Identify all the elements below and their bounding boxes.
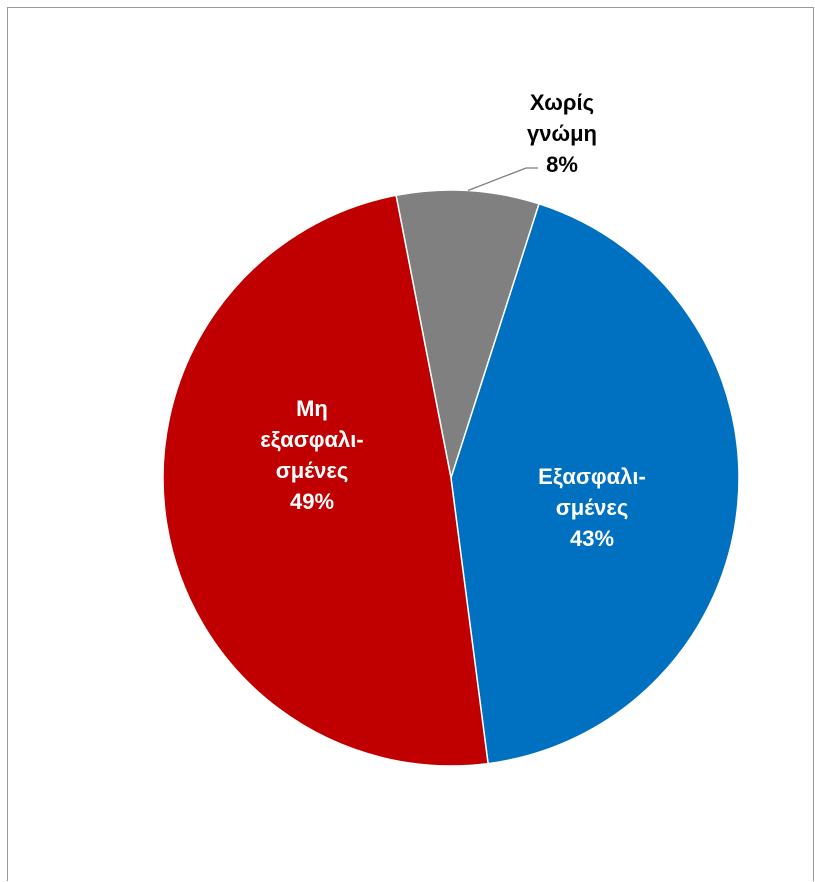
slice-category-label: σμένες bbox=[556, 495, 629, 520]
slice-category-label: Εξασφαλι- bbox=[538, 464, 646, 489]
slice-category-label: Μη bbox=[296, 396, 328, 421]
slice-category-label: σμένες bbox=[276, 458, 349, 483]
slice-category-label: γνώμη bbox=[527, 121, 597, 146]
slice-category-label: Χωρίς bbox=[530, 90, 594, 115]
slice-label-0: Χωρίς γνώμη 8% bbox=[527, 90, 597, 177]
slice-percent-label: 49% bbox=[290, 489, 334, 514]
slice-category-label: εξασφαλι- bbox=[260, 427, 363, 452]
slice-percent-label: 8% bbox=[546, 152, 578, 177]
leader-line bbox=[467, 167, 538, 192]
pie-slice-1 bbox=[450, 202, 740, 765]
pie-slice-2 bbox=[162, 194, 489, 767]
slice-percent-label: 43% bbox=[570, 526, 614, 551]
slice-label-1: Εξασφαλι-σμένες 43% bbox=[538, 464, 646, 551]
pie-slice-0 bbox=[395, 189, 540, 479]
slice-label-2: Μη εξασφαλι-σμένες 49% bbox=[260, 396, 363, 514]
